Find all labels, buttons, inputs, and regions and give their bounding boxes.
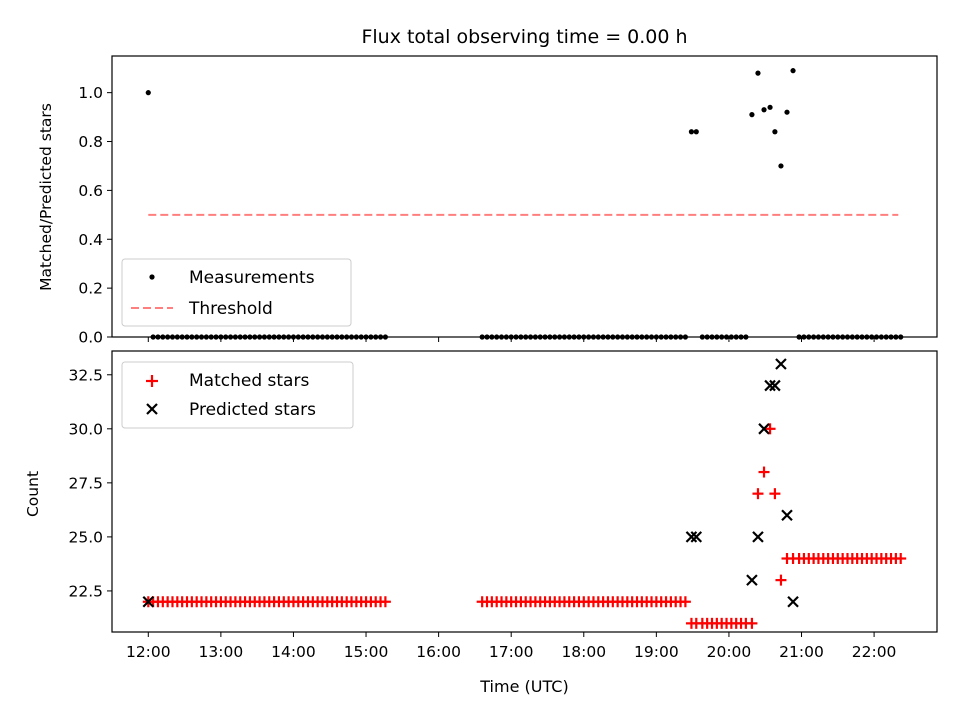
x-tick-label: 21:00 bbox=[779, 643, 824, 661]
measurement-point bbox=[145, 90, 151, 96]
bottom-legend-box bbox=[121, 361, 354, 429]
y-tick-label: 0.6 bbox=[78, 182, 103, 200]
legend-matched-stars-label: Matched stars bbox=[189, 371, 309, 391]
x-tick-label: 19:00 bbox=[634, 643, 679, 661]
y-tick-label: 22.5 bbox=[68, 582, 103, 600]
x-tick-label: 20:00 bbox=[707, 643, 752, 661]
top-y-axis-ticks: 0.0 0.2 0.4 0.6 0.8 1.0 bbox=[78, 84, 112, 347]
matched-stars-point bbox=[895, 553, 907, 565]
matched-stars-point bbox=[679, 596, 691, 608]
predicted-stars-point bbox=[758, 423, 770, 435]
predicted-stars-point bbox=[685, 531, 698, 543]
predicted-stars-point bbox=[787, 595, 799, 608]
x-tick-label: 13:00 bbox=[199, 643, 244, 661]
predicted-stars-point bbox=[752, 531, 764, 543]
bottom-y-axis-ticks: 22.5 25.0 27.5 30.0 32.5 bbox=[68, 366, 112, 600]
y-tick-label: 30.0 bbox=[68, 420, 103, 438]
predicted-stars-point bbox=[781, 509, 793, 522]
bottom-x-axis-ticks: 12:00 13:00 14:00 15:00 16:00 17:00 18:00 19:00… bbox=[126, 632, 896, 661]
predicted-stars-point bbox=[769, 379, 781, 392]
legend-threshold-label: Threshold bbox=[188, 299, 273, 319]
bottom-y-axis-label: Count bbox=[24, 471, 42, 517]
y-tick-label: 0.2 bbox=[78, 280, 103, 298]
predicted-stars-point bbox=[690, 531, 703, 543]
measurement-point bbox=[749, 112, 755, 118]
y-tick-label: 32.5 bbox=[68, 366, 103, 384]
matched-stars-point bbox=[746, 617, 758, 629]
predicted-stars-point bbox=[764, 379, 776, 392]
measurement-point bbox=[772, 129, 778, 135]
x-tick-label: 18:00 bbox=[561, 643, 606, 661]
y-tick-label: 0.8 bbox=[78, 133, 103, 151]
measurement-point bbox=[778, 163, 784, 169]
legend-measurements-marker bbox=[149, 274, 155, 280]
matched-stars-point bbox=[775, 574, 787, 586]
x-tick-label: 12:00 bbox=[126, 643, 171, 661]
top-legend-box bbox=[121, 258, 352, 327]
x-axis-label: Time (UTC) bbox=[479, 677, 568, 696]
matched-stars-point bbox=[764, 423, 776, 435]
measurement-point bbox=[693, 129, 699, 135]
top-legend: Measurements Threshold bbox=[121, 258, 352, 327]
legend-matched-stars-marker bbox=[146, 375, 158, 387]
y-tick-label: 1.0 bbox=[78, 84, 103, 102]
y-tick-label: 25.0 bbox=[68, 528, 103, 546]
bottom-panel: Count 22.5 25.0 27.5 30.0 32.5 12:00 13:00 14:… bbox=[24, 350, 938, 696]
bottom-axes-frame bbox=[111, 350, 938, 633]
predicted-stars-point bbox=[142, 595, 155, 608]
top-panel: Matched/Predicted stars 0.0 0.2 0.4 0.6 0.8 1… bbox=[37, 55, 938, 347]
x-tick-label: 16:00 bbox=[416, 643, 461, 661]
measurement-point bbox=[784, 109, 790, 115]
bottom-legend: Matched stars Predicted stars bbox=[121, 361, 354, 429]
predicted-stars-point bbox=[775, 358, 787, 370]
measurement-point bbox=[755, 70, 761, 76]
x-tick-label: 17:00 bbox=[489, 643, 534, 661]
y-tick-label: 27.5 bbox=[68, 474, 103, 492]
matched-stars-point bbox=[758, 466, 770, 478]
matched-stars-point bbox=[379, 596, 391, 608]
matched-stars-point bbox=[769, 488, 781, 500]
bottom-series-layer bbox=[142, 358, 907, 629]
top-y-axis-label: Matched/Predicted stars bbox=[37, 103, 55, 291]
measurement-point bbox=[790, 68, 796, 74]
measurement-point bbox=[688, 129, 695, 135]
y-tick-label: 0.4 bbox=[78, 231, 103, 249]
matched-stars-point bbox=[752, 488, 764, 500]
legend-predicted-stars-marker bbox=[146, 403, 158, 415]
measurement-point bbox=[761, 107, 767, 113]
predicted-stars-point bbox=[746, 574, 758, 586]
x-tick-label: 14:00 bbox=[271, 643, 316, 661]
top-axes-frame bbox=[111, 55, 938, 338]
legend-measurements-label: Measurements bbox=[189, 268, 315, 288]
y-tick-label: 0.0 bbox=[78, 329, 103, 347]
legend-predicted-stars-label: Predicted stars bbox=[189, 400, 316, 420]
x-tick-label: 22:00 bbox=[852, 643, 897, 661]
x-tick-label: 15:00 bbox=[344, 643, 389, 661]
chart-title: Flux total observing time = 0.00 h bbox=[361, 26, 687, 48]
measurement-point bbox=[767, 104, 773, 110]
